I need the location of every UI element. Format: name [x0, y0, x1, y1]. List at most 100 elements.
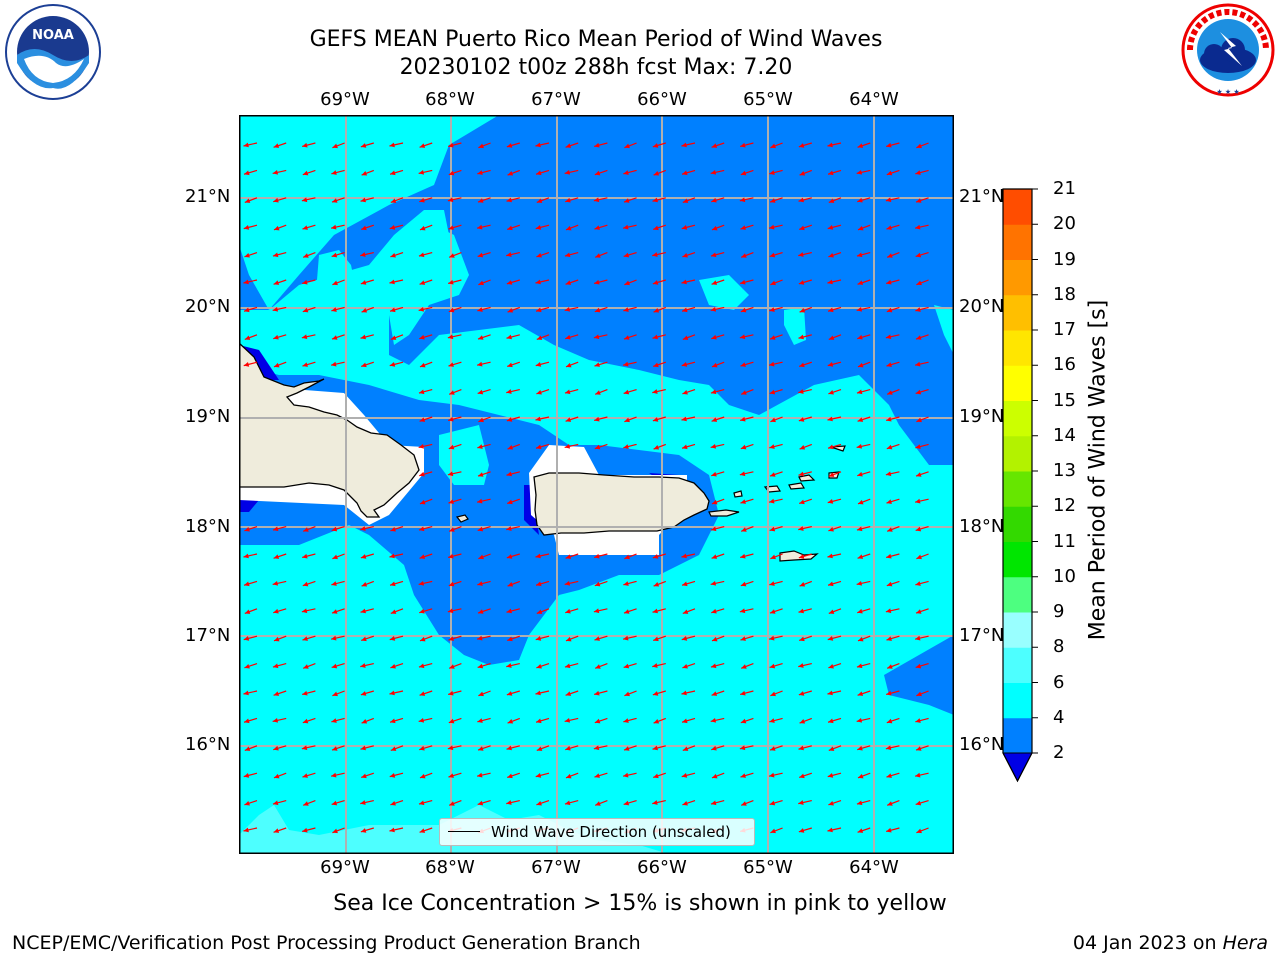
wind-wave-arrowhead: [273, 691, 280, 696]
wind-wave-arrowhead: [741, 253, 747, 258]
wind-wave-arrowhead: [710, 169, 717, 175]
wind-wave-arrowhead: [916, 335, 922, 340]
wind-wave-arrowhead: [389, 636, 396, 641]
wind-wave-arrowhead: [361, 636, 367, 642]
wind-wave-arrowhead: [419, 280, 426, 285]
wind-wave-arrowhead: [565, 362, 572, 368]
wind-wave-arrowhead: [885, 471, 892, 477]
lat-label-right: 19°N: [959, 406, 1005, 427]
wind-wave-arrowhead: [448, 279, 454, 285]
colorbar-tick-label: 4: [1053, 706, 1065, 728]
wind-wave-arrowhead: [624, 691, 630, 697]
wind-wave-arrowhead: [739, 334, 746, 340]
wind-wave-arrowhead: [682, 170, 688, 176]
wind-wave-arrowhead: [419, 499, 426, 505]
wind-wave-arrowhead: [799, 636, 805, 642]
wind-wave-arrowhead: [595, 664, 601, 669]
wind-wave-arrowhead: [360, 745, 366, 751]
wind-wave-arrowhead: [857, 143, 864, 148]
wind-wave-arrowhead: [273, 362, 280, 368]
colorbar-segment: [1003, 294, 1032, 331]
wind-wave-arrowhead: [302, 718, 309, 724]
wind-wave-arrowhead: [301, 197, 308, 203]
wind-wave-arrowhead: [447, 471, 454, 477]
wind-wave-arrowhead: [857, 773, 864, 779]
wind-wave-arrowhead: [506, 334, 512, 340]
wind-wave-arrowhead: [302, 225, 308, 230]
wind-wave-arrowhead: [244, 581, 250, 587]
colorbar-tick-label: 14: [1053, 424, 1076, 446]
wind-wave-arrowhead: [886, 279, 892, 285]
wind-wave-arrowhead: [916, 609, 922, 614]
wind-wave-arrowhead: [448, 170, 455, 176]
wind-wave-arrowhead: [799, 719, 806, 724]
wind-wave-arrowhead: [331, 224, 337, 230]
wind-wave-arrowhead: [418, 389, 425, 395]
wind-wave-arrowhead: [682, 718, 688, 724]
wind-wave-arrowhead: [390, 307, 396, 313]
wind-wave-arrowhead: [272, 306, 279, 312]
wind-wave-arrowhead: [272, 800, 279, 806]
wind-wave-arrowhead: [623, 170, 629, 175]
wind-wave-arrowhead: [244, 663, 250, 669]
wind-wave-arrowhead: [711, 471, 717, 477]
wind-wave-arrowhead: [798, 389, 804, 394]
wind-wave-arrowhead: [507, 445, 514, 450]
wind-wave-arrowhead: [623, 772, 629, 778]
wind-wave-arrowhead: [243, 636, 250, 641]
wind-wave-arrowhead: [478, 143, 484, 149]
wind-wave-arrowhead: [770, 828, 776, 834]
wind-wave-arrowhead: [331, 800, 338, 806]
wind-wave-arrowhead: [652, 417, 659, 422]
map-frame: [239, 115, 954, 854]
wind-wave-arrowhead: [681, 279, 687, 285]
wind-wave-arrowhead: [828, 444, 834, 450]
wind-wave-arrowhead: [828, 609, 835, 614]
wind-wave-arrowhead: [623, 635, 629, 641]
wind-wave-arrowhead: [272, 252, 279, 258]
wind-wave-arrowhead: [302, 690, 308, 696]
wind-wave-arrowhead: [302, 581, 309, 587]
wind-wave-arrowhead: [418, 306, 425, 312]
wind-wave-arrowhead: [740, 773, 746, 778]
wind-wave-arrowhead: [594, 581, 601, 587]
wind-wave-arrowhead: [419, 636, 426, 642]
wind-wave-arrowhead: [769, 444, 775, 449]
period-2-4-area: [884, 635, 954, 715]
wind-wave-arrowhead: [856, 389, 863, 395]
wind-wave-arrowhead: [681, 773, 688, 778]
wind-wave-arrowhead: [769, 663, 776, 669]
wind-wave-arrowhead: [449, 664, 455, 669]
wind-wave-arrowhead: [448, 690, 454, 696]
colorbar-tick-label: 13: [1053, 460, 1076, 481]
wind-wave-arrowhead: [418, 800, 425, 806]
lon-label-top: 67°W: [531, 89, 581, 110]
wind-wave-arrowhead: [857, 608, 863, 614]
wind-wave-arrowhead: [828, 746, 835, 751]
colorbar-segment: [1003, 647, 1032, 683]
wind-wave-arrowhead: [740, 170, 747, 176]
wind-wave-arrowhead: [361, 308, 368, 313]
wind-wave-arrowhead: [594, 142, 600, 148]
wind-wave-arrowhead: [478, 609, 484, 614]
wind-wave-arrowhead: [885, 334, 892, 340]
wind-wave-arrowhead: [243, 773, 250, 778]
wind-wave-arrowhead: [652, 691, 659, 696]
wind-wave-arrowhead: [915, 663, 922, 669]
wind-wave-arrowhead: [506, 608, 512, 614]
wind-wave-arrowhead: [886, 581, 893, 587]
wind-wave-arrowhead: [243, 690, 249, 696]
wind-wave-arrowhead: [536, 252, 542, 258]
wind-wave-arrowhead: [711, 417, 718, 422]
wind-wave-arrowhead: [711, 280, 718, 285]
wind-wave-arrowhead: [418, 252, 425, 258]
wind-wave-arrowhead: [303, 664, 309, 669]
wind-wave-arrowhead: [564, 169, 571, 175]
wind-wave-arrowhead: [915, 526, 922, 532]
wind-wave-arrowhead: [419, 471, 425, 477]
wind-wave-arrowhead: [360, 280, 367, 285]
wind-wave-arrowhead: [389, 553, 395, 559]
wind-wave-arrowhead: [360, 526, 366, 531]
wind-wave-arrowhead: [769, 361, 775, 367]
map-panel: [239, 115, 954, 854]
